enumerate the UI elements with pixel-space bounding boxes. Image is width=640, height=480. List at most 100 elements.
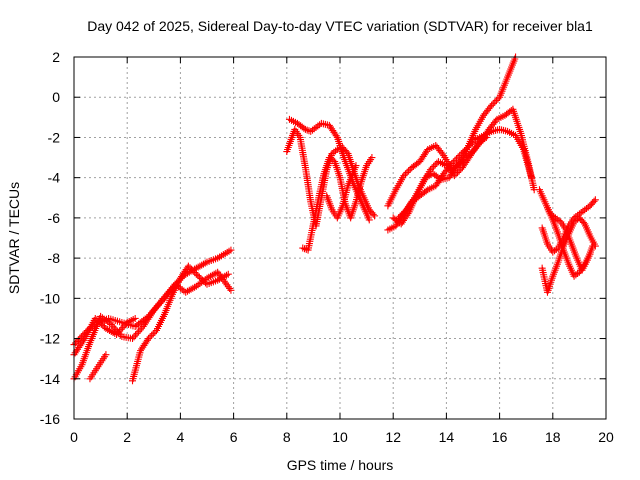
trace-marker [207, 272, 215, 280]
trace-marker [430, 162, 438, 170]
y-axis-label: SDTVAR / TECUs [6, 182, 22, 294]
trace-marker [104, 318, 112, 326]
trace-marker [332, 132, 340, 140]
trace-marker [100, 315, 108, 323]
data-markers [70, 53, 599, 385]
data-point [129, 335, 137, 343]
trace-marker [117, 325, 125, 333]
trace-marker [133, 329, 141, 337]
y-tick-label: -2 [48, 129, 61, 145]
trace-marker [132, 331, 140, 339]
trace-marker [332, 147, 340, 155]
trace-marker [399, 209, 407, 217]
data-point [549, 248, 557, 256]
trace-marker [486, 103, 494, 111]
trace-marker [135, 328, 143, 336]
trace-marker [136, 326, 144, 334]
trace-marker [196, 262, 204, 270]
data-point [131, 314, 139, 322]
trace-marker [191, 283, 199, 291]
trace-marker [590, 197, 598, 205]
data-point [325, 154, 333, 162]
data-point [150, 306, 158, 314]
data-point [102, 351, 110, 359]
x-tick-label: 20 [598, 429, 614, 445]
trace-marker [428, 164, 436, 172]
trace-marker [105, 319, 113, 327]
trace-marker [208, 271, 216, 279]
trace-marker [330, 148, 338, 156]
trace-marker [215, 275, 223, 283]
trace-marker [156, 300, 164, 308]
data-point [312, 123, 320, 131]
data-point [113, 331, 121, 339]
trace-marker [102, 316, 110, 324]
series-arc-k [384, 53, 520, 210]
y-tick-label: -4 [48, 170, 61, 186]
trace-marker [579, 207, 587, 215]
x-tick-label: 18 [545, 429, 561, 445]
trace-marker [572, 217, 580, 225]
trace-marker [105, 327, 113, 335]
trace-marker [149, 330, 157, 338]
x-tick-label: 16 [492, 429, 508, 445]
x-tick-label: 6 [230, 429, 238, 445]
data-point [570, 272, 578, 280]
trace-marker [453, 155, 461, 163]
trace-marker [217, 274, 225, 282]
trace-marker [153, 303, 161, 311]
series-arc-i [323, 162, 360, 222]
trace-marker [194, 281, 202, 289]
trace-marker [553, 215, 561, 223]
trace-marker [409, 196, 417, 204]
series-arc-m [395, 133, 490, 222]
series-arc-c [70, 314, 139, 359]
trace-marker [305, 127, 313, 135]
trace-marker [178, 286, 186, 294]
trace-marker [151, 328, 159, 336]
data-point [586, 250, 594, 258]
data-point [214, 276, 222, 284]
trace-marker [109, 322, 117, 330]
trace-marker [138, 324, 146, 332]
data-point [107, 320, 115, 328]
x-tick-label: 2 [123, 429, 131, 445]
data-point [227, 246, 235, 254]
trace-marker [310, 125, 318, 133]
trace-marker [481, 135, 489, 143]
data-point [97, 312, 105, 320]
trace-marker [130, 333, 138, 341]
trace-marker [422, 187, 430, 195]
trace-marker [116, 327, 124, 335]
trace-marker [191, 269, 199, 277]
trace-marker [189, 284, 197, 292]
trace-marker [98, 314, 106, 322]
series-arc-e [129, 262, 232, 385]
data-point [352, 162, 360, 170]
trace-marker [572, 271, 580, 279]
trace-marker [186, 264, 194, 272]
trace-marker [405, 167, 413, 175]
trace-marker [451, 156, 459, 164]
trace-marker [401, 170, 409, 178]
trace-marker [221, 272, 229, 280]
trace-marker [71, 339, 79, 347]
trace-marker [327, 155, 335, 163]
trace-marker [577, 209, 585, 217]
data-point [368, 154, 376, 162]
trace-marker [455, 160, 463, 168]
trace-marker [104, 326, 112, 334]
trace-marker [187, 285, 195, 293]
trace-marker [154, 301, 162, 309]
trace-marker [119, 324, 127, 332]
axis-ticks: 0 2 4 6 8 10 12 14 16 18 20 -16 -14 -12 -10 -8 -6 -4 -2 0 2 [40, 49, 614, 445]
data-point [184, 262, 192, 270]
trace-marker [369, 210, 377, 218]
data-point [395, 214, 403, 222]
y-tick-label: 0 [52, 89, 60, 105]
y-tick-label: -10 [40, 290, 60, 306]
trace-marker [196, 280, 204, 288]
data-point [450, 172, 458, 180]
trace-marker [398, 211, 406, 219]
